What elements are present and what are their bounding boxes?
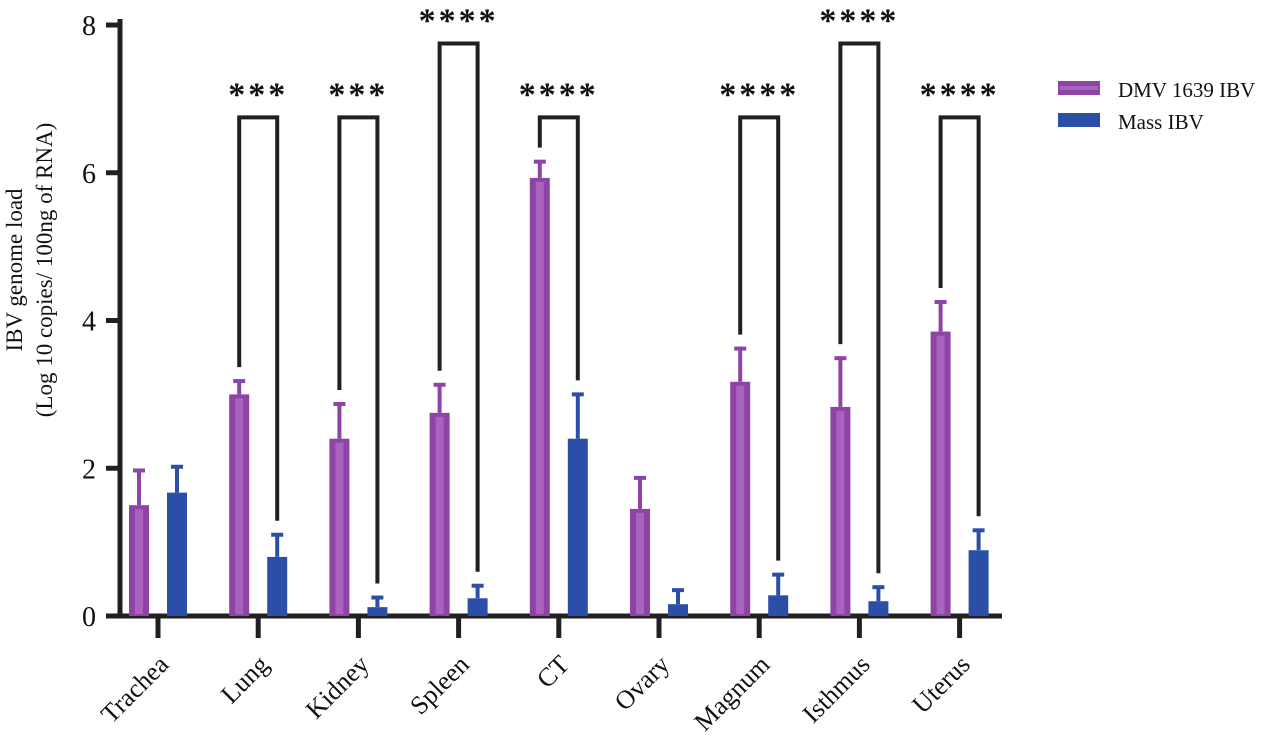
- bar-dmv-highlight: [535, 181, 544, 614]
- significance-bracket: [838, 41, 881, 574]
- bar-mass: [768, 595, 789, 616]
- significance-label: ****: [419, 2, 499, 39]
- bar-dmv-highlight: [836, 410, 845, 614]
- significance-label: ****: [819, 2, 899, 39]
- y-tick-label: 0: [82, 602, 96, 633]
- x-tick-label: Uterus: [906, 650, 976, 720]
- significance-bracket: [337, 115, 380, 584]
- bar-dmv-highlight: [235, 398, 244, 614]
- significance-label: ****: [719, 76, 799, 113]
- bar-mass: [367, 607, 388, 616]
- bar-dmv-highlight: [736, 385, 745, 614]
- legend-label: DMV 1639 IBV: [1118, 78, 1255, 102]
- significance-label: ***: [228, 76, 288, 113]
- x-tick-label: Isthmus: [797, 650, 876, 729]
- significance-bracket: [938, 115, 981, 517]
- x-tick-label: Spleen: [404, 650, 475, 721]
- significance-bracket: [437, 41, 480, 572]
- legend-swatch-mass: [1058, 113, 1100, 127]
- bar-dmv-highlight: [936, 335, 945, 614]
- bar-mass: [267, 556, 288, 616]
- significance-bracket: [237, 115, 280, 521]
- x-tick-label: Ovary: [609, 650, 675, 716]
- significance-bracket: [738, 115, 781, 561]
- bar-dmv-highlight: [636, 512, 644, 614]
- y-axis-label: IBV genome load: [2, 188, 27, 352]
- bar-mass: [167, 492, 187, 616]
- bar-dmv-highlight: [435, 416, 444, 614]
- y-tick-label: 8: [82, 11, 96, 42]
- x-tick-label: Magnum: [689, 650, 776, 737]
- y-tick-label: 2: [82, 454, 96, 485]
- bar-dmv-highlight: [135, 509, 143, 614]
- x-tick-label: Lung: [215, 650, 274, 709]
- x-tick-label: CT: [531, 650, 575, 694]
- bar-mass: [868, 601, 889, 616]
- significance-label: ****: [519, 76, 599, 113]
- legend-swatch-highlight: [1060, 86, 1098, 90]
- bar-mass: [668, 604, 688, 616]
- significance-bracket: [537, 115, 580, 381]
- bar-mass: [467, 598, 488, 616]
- x-tick-label: Kidney: [300, 650, 375, 725]
- y-tick-label: 4: [82, 307, 96, 338]
- significance-label: ***: [328, 76, 388, 113]
- legend-label: Mass IBV: [1118, 110, 1204, 134]
- bar-mass: [567, 438, 588, 616]
- significance-label: ****: [920, 76, 1000, 113]
- bar-mass: [968, 550, 989, 616]
- bar-dmv-highlight: [335, 442, 344, 614]
- y-axis-label: (Log 10 copies/ 100ng of RNA): [32, 123, 57, 418]
- x-tick-label: Trachea: [95, 649, 174, 728]
- y-tick-label: 6: [82, 159, 96, 190]
